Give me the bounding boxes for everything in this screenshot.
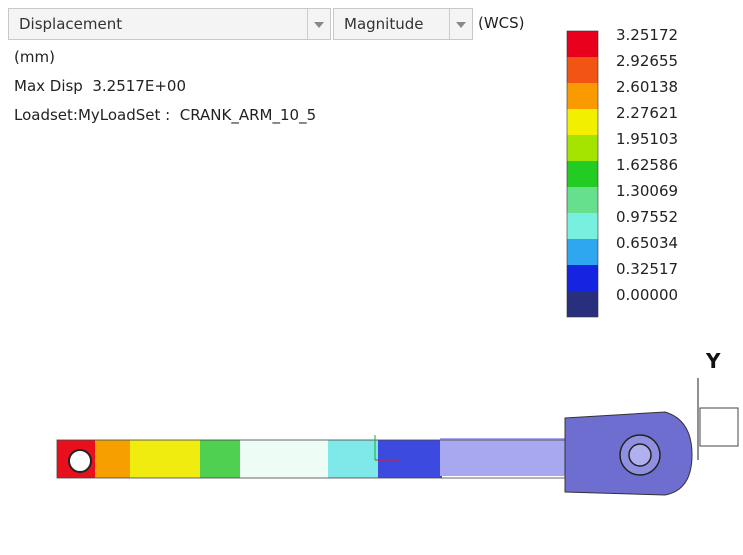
- legend-swatch: [567, 57, 598, 83]
- legend-label: 2.92655: [616, 52, 678, 70]
- legend-label: 0.32517: [616, 260, 678, 278]
- legend-swatch: [567, 109, 598, 135]
- crank-arm: [57, 412, 692, 495]
- legend-label: 0.65034: [616, 234, 678, 252]
- legend-label: 3.25172: [616, 26, 678, 44]
- model-view: Y 3.25172 2.92655 2.60138 2.27621 1.95103 1.6…: [0, 0, 743, 555]
- legend-label: 2.60138: [616, 78, 678, 96]
- axis-label: Y: [705, 349, 721, 373]
- legend-swatch: [567, 265, 598, 291]
- legend-swatch: [567, 213, 598, 239]
- legend-swatch: [567, 135, 598, 161]
- legend-label: 1.95103: [616, 130, 678, 148]
- legend-swatch: [567, 31, 598, 57]
- legend-label: 2.27621: [616, 104, 678, 122]
- legend-label: 1.30069: [616, 182, 678, 200]
- legend-swatch: [567, 291, 598, 317]
- legend-label: 0.00000: [616, 286, 678, 304]
- legend-swatch: [567, 239, 598, 265]
- result-window: Displacement Magnitude (WCS) (mm) Max Di…: [0, 0, 743, 555]
- legend-label: 1.62586: [616, 156, 678, 174]
- legend-swatch: [567, 187, 598, 213]
- legend-swatch: [567, 83, 598, 109]
- legend-swatch: [567, 161, 598, 187]
- legend-label: 0.97552: [616, 208, 678, 226]
- axis-triad: Y: [698, 349, 738, 460]
